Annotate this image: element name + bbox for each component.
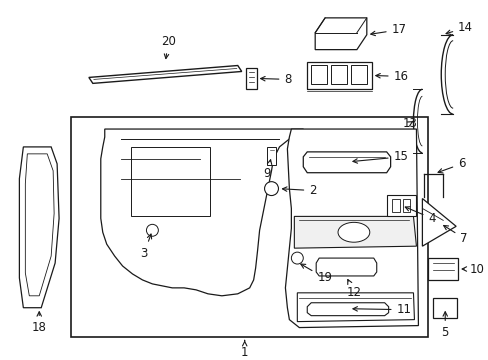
Text: 12: 12 [346, 280, 361, 299]
Bar [432, 298, 456, 318]
Text: 11: 11 [352, 303, 411, 316]
Text: 16: 16 [375, 70, 408, 83]
Text: 14: 14 [445, 21, 472, 35]
Bar [71, 117, 427, 337]
Bar [266, 147, 276, 165]
Ellipse shape [146, 224, 158, 236]
Bar [130, 147, 209, 216]
Polygon shape [315, 18, 366, 50]
Bar [386, 194, 416, 216]
Text: 10: 10 [461, 262, 484, 275]
Bar [306, 62, 371, 89]
Text: 13: 13 [402, 117, 417, 130]
Bar [427, 258, 457, 280]
Polygon shape [25, 154, 54, 296]
Text: 19: 19 [300, 264, 331, 284]
Polygon shape [285, 129, 418, 328]
Polygon shape [89, 66, 241, 84]
Bar [350, 64, 366, 84]
Ellipse shape [291, 252, 303, 264]
Text: 3: 3 [140, 234, 151, 260]
Text: 6: 6 [437, 157, 465, 173]
Text: 5: 5 [441, 312, 448, 339]
Bar [391, 198, 399, 212]
Text: 2: 2 [282, 184, 316, 197]
Text: 9: 9 [263, 160, 271, 180]
Polygon shape [20, 147, 59, 308]
Bar [402, 198, 409, 212]
Text: 17: 17 [370, 23, 406, 36]
Text: 8: 8 [260, 73, 291, 86]
Polygon shape [306, 303, 388, 316]
Ellipse shape [264, 182, 278, 195]
Bar [245, 68, 256, 89]
Bar [330, 64, 346, 84]
Polygon shape [303, 152, 390, 173]
Text: 7: 7 [443, 225, 467, 245]
Text: 4: 4 [405, 207, 435, 225]
Ellipse shape [337, 222, 369, 242]
Polygon shape [422, 198, 455, 246]
Polygon shape [294, 216, 416, 248]
Text: 15: 15 [352, 150, 407, 163]
Bar [310, 64, 326, 84]
Text: 18: 18 [32, 312, 46, 334]
Text: 20: 20 [161, 35, 175, 59]
Polygon shape [101, 129, 303, 296]
Text: 1: 1 [241, 340, 248, 359]
Polygon shape [316, 258, 376, 276]
Polygon shape [297, 293, 414, 321]
